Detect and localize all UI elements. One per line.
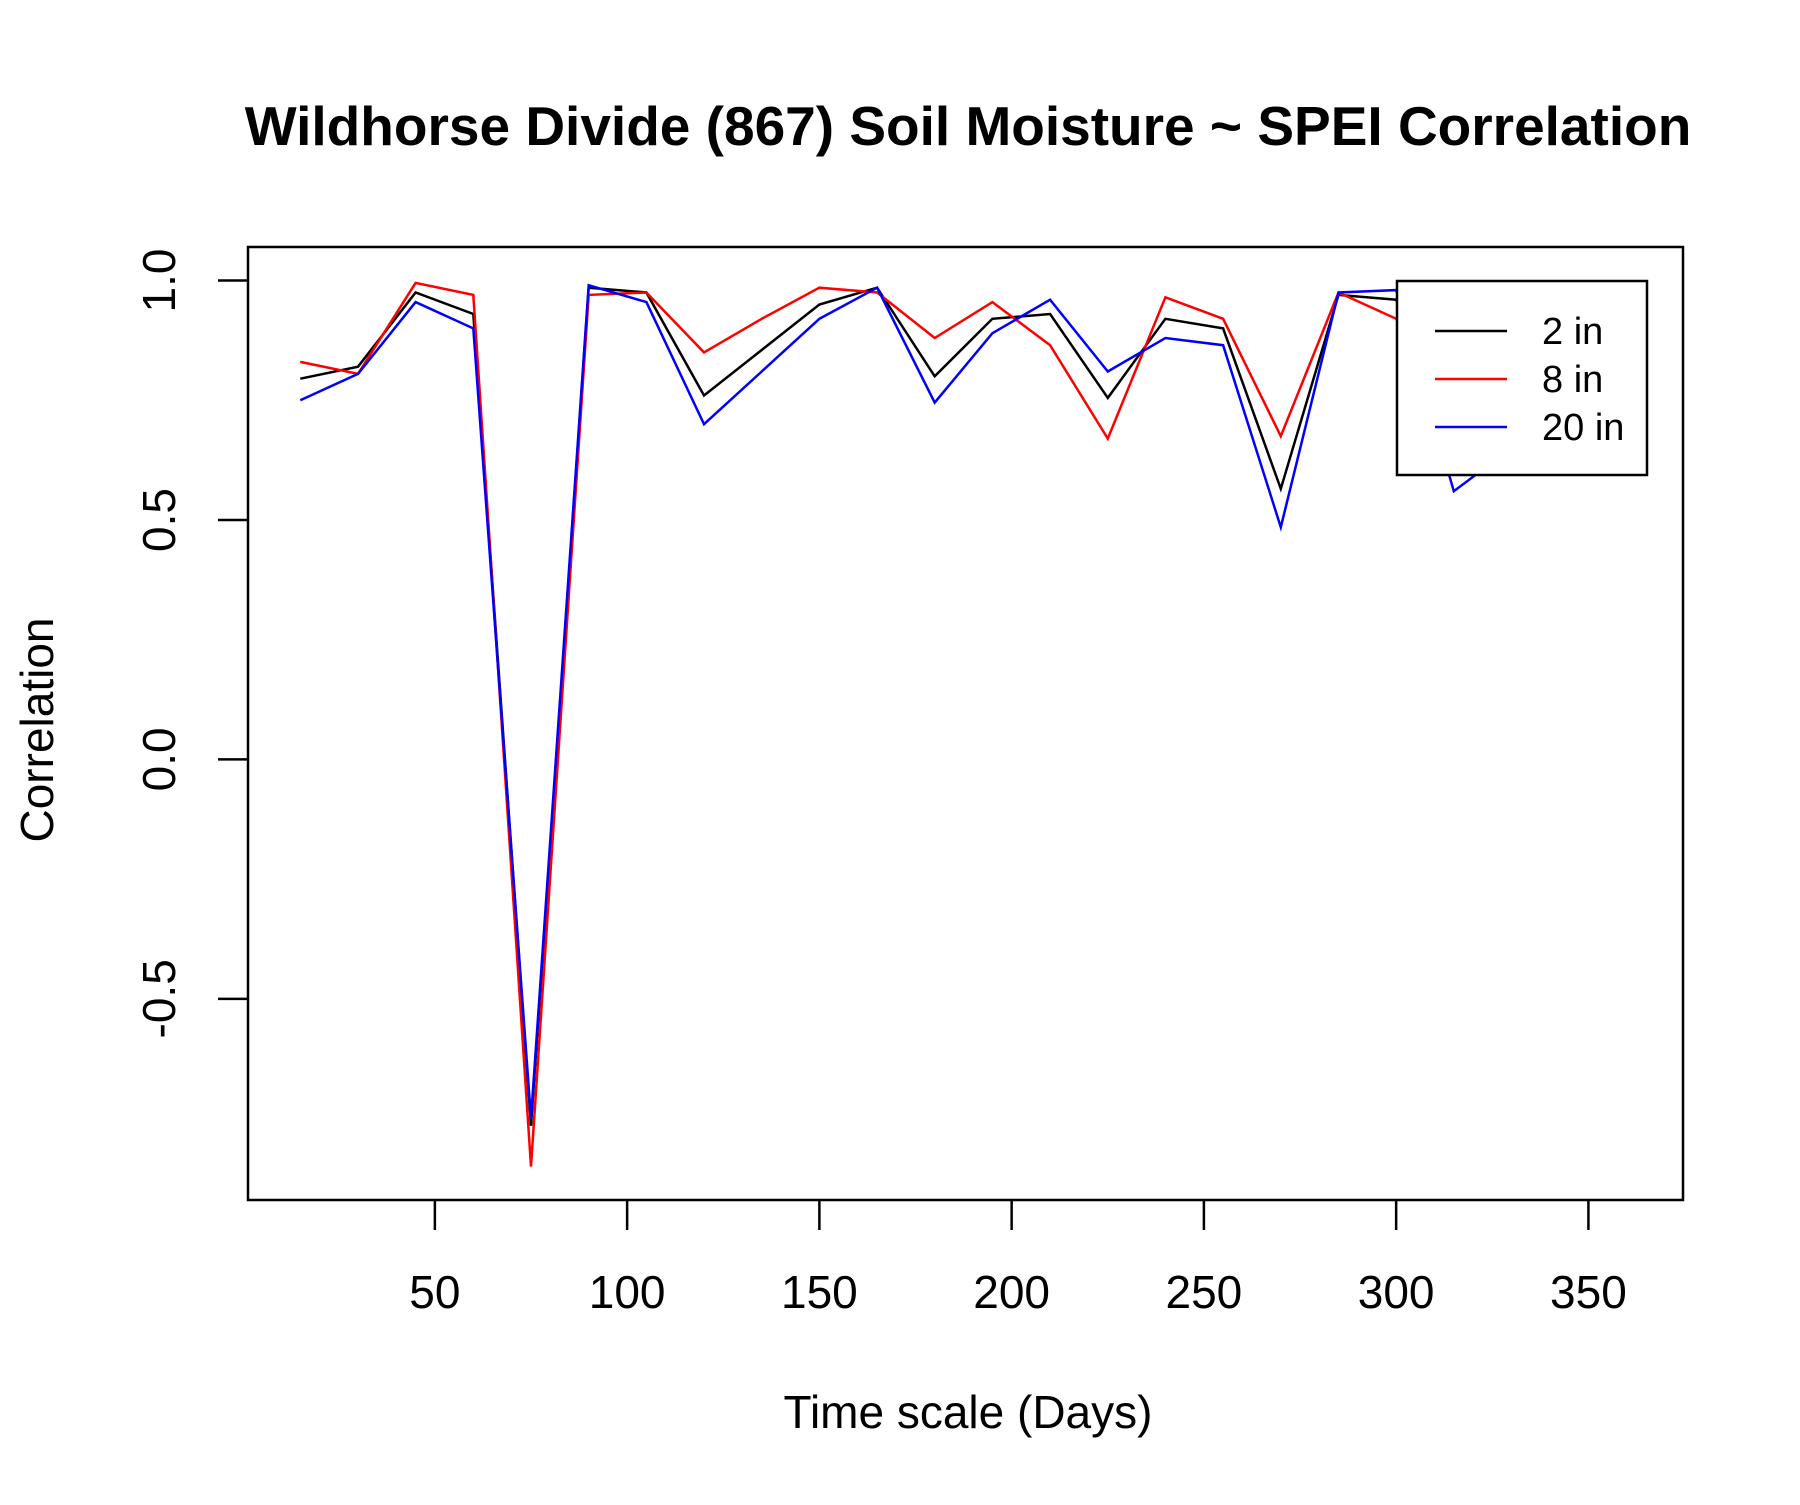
x-tick-label: 350 [1550, 1266, 1627, 1318]
y-tick-label: -0.5 [133, 959, 185, 1038]
legend-label: 8 in [1542, 359, 1603, 401]
plot-layer: 50 100 150 200 250 300 350 -0.5 0.0 0.5 1.0 2 in 8 i… [133, 245, 1685, 1318]
y-tick-label: 1.0 [133, 249, 185, 313]
x-tick-label: 250 [1166, 1266, 1243, 1318]
x-tick-label: 150 [781, 1266, 858, 1318]
x-axis-label: Time scale (Days) [784, 1386, 1153, 1438]
x-tick-label: 200 [973, 1266, 1050, 1318]
legend-label: 2 in [1542, 311, 1603, 353]
legend-label: 20 in [1542, 407, 1624, 449]
plot-frame [246, 245, 1685, 1202]
x-tick-label: 50 [409, 1266, 460, 1318]
chart-title: Wildhorse Divide (867) Soil Moisture ~ S… [245, 95, 1692, 157]
y-tick-label: 0.0 [133, 727, 185, 791]
y-tick-label: 0.5 [133, 488, 185, 552]
x-tick-label: 100 [589, 1266, 666, 1318]
y-axis-label: Correlation [11, 618, 63, 843]
x-tick-label: 300 [1358, 1266, 1435, 1318]
